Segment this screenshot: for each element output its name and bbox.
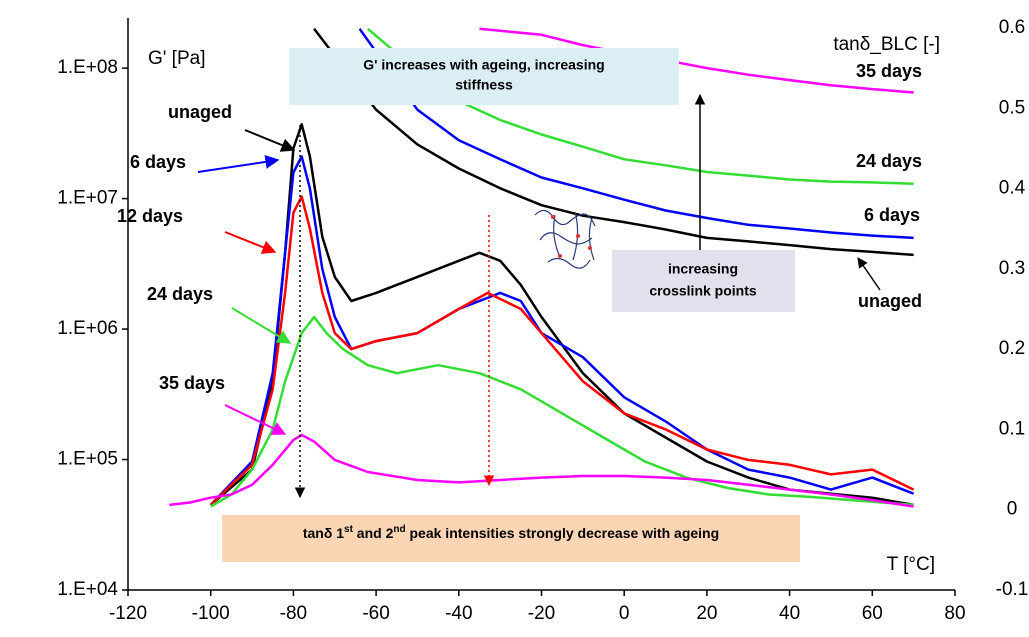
annotation: stiffness [455,77,513,93]
x-tick-label: 0 [619,603,630,624]
annotation-part: tanδ 1 [303,525,344,541]
annotation-box [612,250,795,312]
annotation-box [222,515,800,562]
y2-axis-title: tanδ_BLC [-] [833,34,940,55]
series-label: 35 days [856,61,922,81]
annotation-part: peak intensities strongly decrease with … [406,525,720,541]
y-tick-label: 1.E+05 [57,449,118,470]
x-tick-label: -80 [280,603,307,624]
y2-tick-label: 0.6 [999,17,1025,38]
y2-tick-label: -0.1 [996,579,1029,600]
series-line [358,28,914,240]
series-line [169,433,914,508]
series-line [209,155,915,506]
y-tick-label: 1.E+04 [57,579,118,600]
series-line [210,315,914,508]
series-line [209,195,915,506]
annotation: crosslink points [649,283,757,299]
series-label: 6 days [130,152,186,172]
series-label: 35 days [159,373,225,393]
y-tick-label: 1.E+07 [57,188,118,209]
annotation-box [289,48,679,105]
arrow [197,154,280,173]
annotation-part: nd [393,524,405,535]
arrow [224,231,277,254]
x-tick-label: 40 [779,603,800,624]
arrow [244,129,296,152]
x-tick-label: -100 [192,603,230,624]
y2-tick-label: 0.1 [999,418,1025,439]
series-label: 6 days [864,205,920,225]
x-tick-label: -120 [109,603,147,624]
x-tick-label: 20 [696,603,717,624]
series-label: unaged [168,102,232,122]
arrow [224,404,287,435]
y-axis-title: G' [Pa] [148,48,205,69]
y2-tick-label: 0 [1007,499,1018,520]
molecule-icon [534,209,596,269]
series-line [313,28,914,257]
x-axis-title: T [°C] [887,554,935,575]
x-tick-label: 80 [944,603,965,624]
x-tick-label: -60 [362,603,389,624]
arrows [197,93,881,499]
series-line [479,27,914,94]
y2-tick-label: 0.2 [999,338,1025,359]
y-tick-label: 1.E+08 [57,57,118,78]
y2-tick-label: 0.3 [999,258,1025,279]
annotation: tanδ 1st and 2nd peak intensities strong… [303,524,719,541]
annotation-part: and 2 [353,525,394,541]
y2-tick-label: 0.5 [999,97,1025,118]
x-tick-label: -20 [528,603,555,624]
y-tick-label: 1.E+06 [57,318,118,339]
series-label: unaged [858,291,922,311]
annotation: increasing [668,261,738,277]
x-tick-label: -40 [445,603,472,624]
series-label: 24 days [856,151,922,171]
series-label: 12 days [117,206,183,226]
arrow [857,257,881,291]
arrow [231,307,292,344]
annotation: G' increases with ageing, increasing [363,57,604,73]
x-tick-label: 60 [862,603,883,624]
annotation-part: st [344,524,354,535]
series-label: 24 days [147,284,213,304]
y2-tick-label: 0.4 [999,178,1026,199]
